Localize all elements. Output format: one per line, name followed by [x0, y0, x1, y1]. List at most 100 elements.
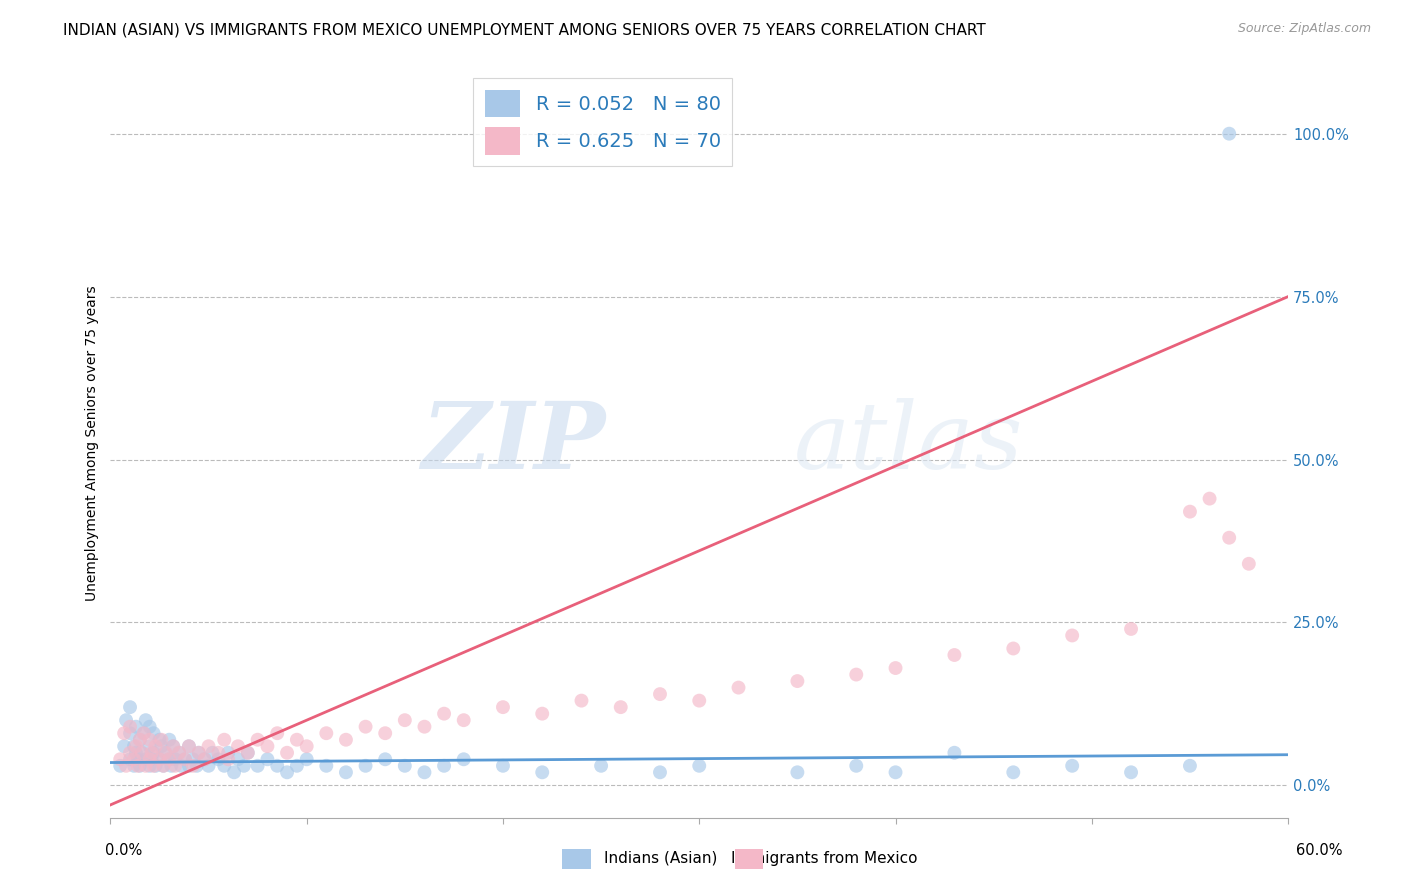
Point	[1237, 557, 1260, 571]
Point	[236, 746, 259, 760]
Point	[127, 752, 149, 766]
Point	[112, 739, 135, 754]
Text: atlas: atlas	[793, 398, 1024, 488]
Point	[845, 759, 868, 773]
Point	[1218, 531, 1240, 545]
Text: Source: ZipAtlas.com: Source: ZipAtlas.com	[1237, 22, 1371, 36]
Point	[648, 687, 671, 701]
Point	[845, 667, 868, 681]
Point	[145, 759, 167, 773]
Text: ZIP: ZIP	[420, 398, 605, 488]
Point	[1178, 759, 1201, 773]
Point	[187, 746, 209, 760]
Point	[138, 759, 160, 773]
Point	[118, 746, 141, 760]
Y-axis label: Unemployment Among Seniors over 75 years: Unemployment Among Seniors over 75 years	[86, 285, 100, 601]
Point	[155, 746, 177, 760]
Point	[207, 752, 229, 766]
Point	[150, 739, 173, 754]
Point	[127, 759, 149, 773]
Point	[118, 726, 141, 740]
Point	[145, 739, 167, 754]
Point	[197, 759, 219, 773]
Point	[157, 732, 180, 747]
Point	[165, 752, 187, 766]
Point	[177, 759, 200, 773]
Point	[315, 726, 337, 740]
Point	[688, 759, 710, 773]
Point	[122, 752, 145, 766]
Point	[295, 752, 318, 766]
Point	[162, 739, 184, 754]
Point	[226, 739, 249, 754]
Point	[122, 759, 145, 773]
Point	[135, 752, 157, 766]
Legend: R = 0.052   N = 80, R = 0.625   N = 70: R = 0.052 N = 80, R = 0.625 N = 70	[474, 78, 733, 166]
Point	[236, 746, 259, 760]
Point	[138, 739, 160, 754]
Point	[131, 746, 153, 760]
Point	[226, 752, 249, 766]
Point	[122, 739, 145, 754]
Point	[177, 739, 200, 754]
Point	[174, 752, 197, 766]
Point	[217, 752, 239, 766]
Point	[335, 765, 357, 780]
Point	[177, 739, 200, 754]
Text: Immigrants from Mexico: Immigrants from Mexico	[731, 851, 918, 865]
Point	[433, 706, 456, 721]
Point	[246, 732, 269, 747]
Point	[135, 713, 157, 727]
Point	[1178, 505, 1201, 519]
Point	[162, 739, 184, 754]
Point	[152, 759, 174, 773]
Point	[212, 759, 235, 773]
Point	[181, 752, 204, 766]
Text: 0.0%: 0.0%	[105, 843, 142, 858]
Point	[374, 752, 396, 766]
Point	[167, 746, 190, 760]
Point	[266, 759, 288, 773]
Point	[148, 752, 170, 766]
Point	[285, 732, 308, 747]
Point	[138, 720, 160, 734]
Point	[181, 759, 204, 773]
Point	[187, 746, 209, 760]
Point	[1119, 765, 1142, 780]
Point	[943, 648, 966, 662]
Point	[1002, 641, 1025, 656]
Point	[138, 752, 160, 766]
Point	[531, 765, 554, 780]
Point	[170, 759, 193, 773]
Point	[148, 752, 170, 766]
Point	[256, 739, 278, 754]
Point	[266, 726, 288, 740]
Point	[1119, 622, 1142, 636]
Point	[128, 732, 150, 747]
Point	[1062, 759, 1084, 773]
Point	[157, 752, 180, 766]
Point	[115, 759, 138, 773]
Point	[591, 759, 613, 773]
Point	[207, 746, 229, 760]
Point	[276, 765, 298, 780]
Point	[125, 746, 148, 760]
Point	[150, 732, 173, 747]
Point	[786, 765, 808, 780]
Text: Indians (Asian): Indians (Asian)	[603, 851, 717, 865]
Point	[492, 700, 515, 714]
Point	[174, 752, 197, 766]
Point	[141, 746, 163, 760]
Point	[1062, 628, 1084, 642]
Point	[1198, 491, 1220, 506]
Point	[285, 759, 308, 773]
Point	[194, 752, 217, 766]
Point	[132, 726, 155, 740]
Point	[138, 732, 160, 747]
Point	[201, 746, 224, 760]
Point	[110, 759, 132, 773]
Point	[354, 720, 377, 734]
Point	[167, 746, 190, 760]
Point	[160, 759, 183, 773]
Point	[128, 732, 150, 747]
